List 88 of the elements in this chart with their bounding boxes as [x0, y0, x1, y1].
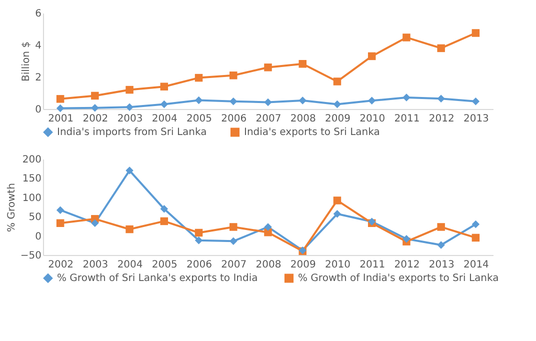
y-tick-label: 200 — [22, 154, 42, 166]
x-tick-label: 2007 — [221, 260, 247, 270]
point — [126, 166, 134, 174]
x-tick-label: 2003 — [82, 260, 108, 270]
legend-label: % Growth of India's exports to Sri Lanka — [298, 273, 499, 284]
point — [333, 196, 342, 204]
y-tick-label: 50 — [28, 212, 42, 224]
x-tick-label: 2006 — [221, 114, 247, 124]
y-tick-label: 2 — [35, 72, 42, 84]
point — [368, 52, 376, 60]
x-tick-label: 2009 — [325, 114, 350, 124]
x-tick-label: 2014 — [463, 260, 489, 270]
y-tick-label: 4 — [35, 40, 42, 52]
point — [264, 64, 272, 72]
point — [160, 205, 168, 213]
point — [264, 228, 272, 236]
point — [437, 94, 445, 102]
point — [264, 98, 272, 106]
x-tick-label: 2006 — [186, 260, 212, 270]
point — [437, 241, 445, 249]
x-tick-label: 2005 — [186, 114, 212, 124]
x-tick-label: 2011 — [360, 260, 386, 270]
point — [126, 225, 134, 234]
x-tick-label: 2012 — [428, 114, 454, 124]
point — [91, 92, 99, 100]
x-tick-label: 2002 — [82, 114, 108, 124]
point — [56, 104, 64, 112]
x-tick-label: 2005 — [152, 260, 178, 270]
point — [56, 219, 64, 227]
x-tick-label: 2003 — [117, 114, 143, 124]
point — [126, 86, 134, 94]
legend-label: India's exports to Sri Lanka — [244, 127, 380, 138]
point — [437, 44, 445, 52]
y-tick-label: 150 — [22, 174, 42, 185]
x-tick-label: 2013 — [463, 114, 489, 124]
x-tick-label: 2010 — [325, 260, 350, 270]
y-tick-label: 100 — [22, 192, 42, 204]
x-tick-label: 2008 — [256, 260, 282, 270]
point — [472, 29, 480, 37]
x-tick-label: 2008 — [290, 114, 316, 124]
x-tick-label: 2007 — [256, 114, 282, 124]
y-tick-label: 0 — [35, 231, 42, 242]
point — [126, 103, 134, 111]
point — [437, 223, 445, 231]
y-tick-label: 0 — [35, 104, 42, 116]
x-tick-label: 2011 — [394, 114, 420, 124]
y-tick-label: −50 — [20, 250, 42, 262]
point — [264, 223, 272, 231]
y-axis-title: Billion $ — [21, 42, 32, 82]
point — [402, 235, 410, 243]
point — [160, 217, 168, 226]
legend-label: % Growth of Sri Lanka's exports to India — [57, 273, 258, 284]
point — [472, 220, 480, 228]
point — [160, 100, 168, 108]
point — [194, 96, 203, 104]
point — [230, 237, 238, 246]
point — [298, 60, 306, 68]
legend-label: India's imports from Sri Lanka — [57, 127, 207, 138]
x-tick-label: 2004 — [117, 260, 143, 270]
point — [160, 82, 168, 90]
point — [230, 97, 238, 106]
point — [472, 97, 480, 106]
point — [298, 96, 306, 104]
point — [56, 95, 64, 103]
point — [333, 100, 342, 108]
x-tick-label: 2013 — [428, 260, 454, 270]
x-tick-label: 2001 — [48, 114, 74, 124]
y-tick-label: 6 — [35, 8, 42, 20]
point — [333, 210, 342, 218]
x-tick-label: 2002 — [48, 260, 74, 270]
point — [91, 104, 99, 112]
point — [368, 96, 376, 105]
point — [194, 74, 203, 82]
point — [402, 34, 410, 42]
x-tick-label: 2009 — [290, 260, 316, 270]
point — [194, 228, 203, 237]
point — [56, 206, 64, 214]
x-tick-label: 2004 — [152, 114, 178, 124]
y-axis-title: % Growth — [6, 183, 18, 232]
point — [472, 234, 480, 242]
x-tick-label: 2010 — [360, 114, 386, 124]
x-tick-label: 2012 — [394, 260, 420, 270]
point — [91, 219, 99, 227]
point — [194, 236, 203, 244]
point — [402, 94, 410, 102]
point — [230, 72, 238, 80]
point — [230, 223, 238, 231]
point — [333, 78, 342, 86]
